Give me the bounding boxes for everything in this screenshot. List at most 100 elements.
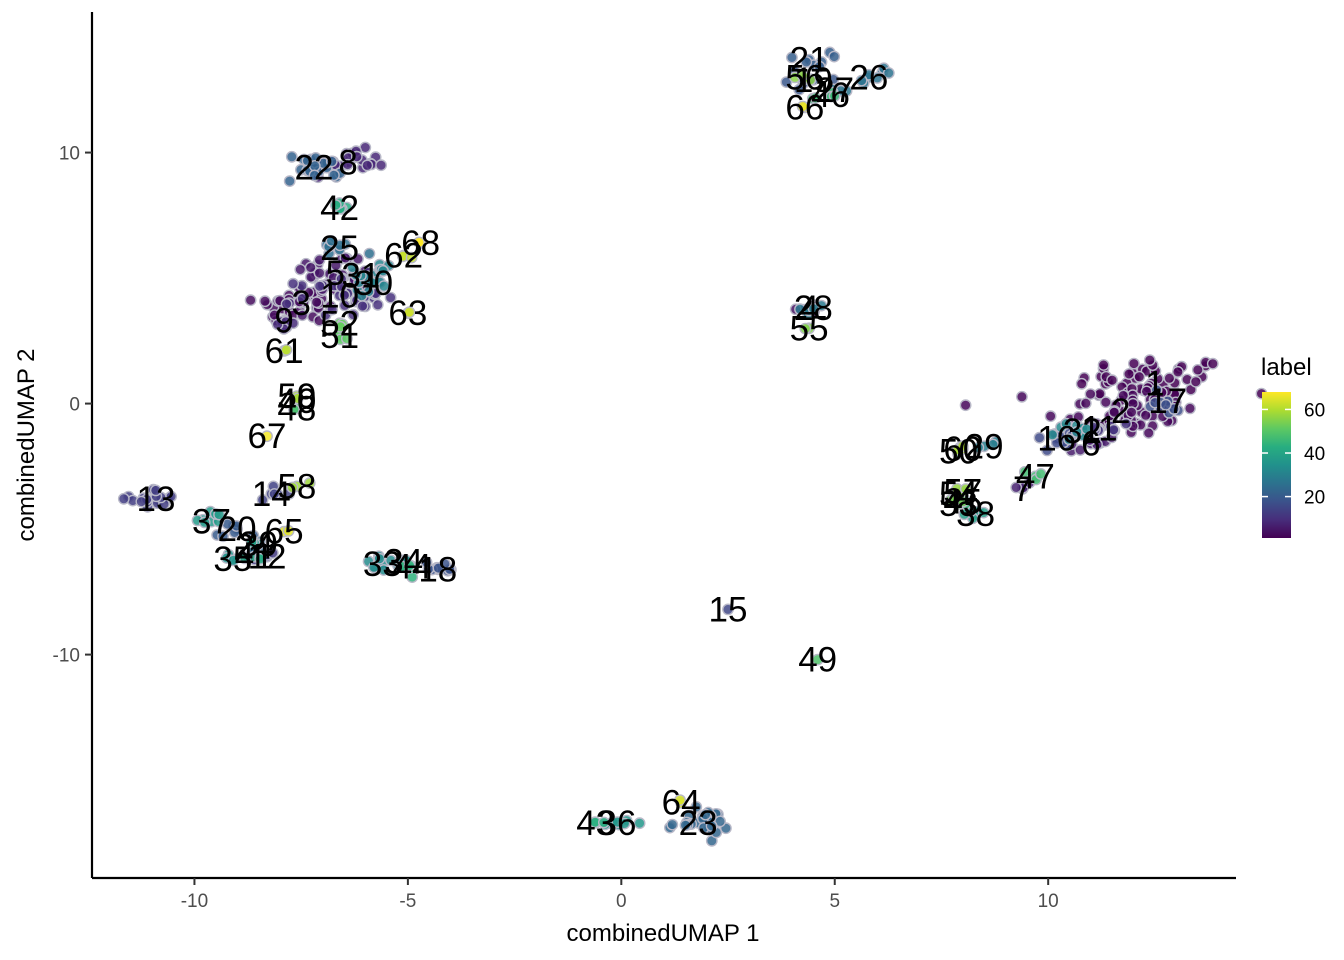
cluster-label-28: 28 [794, 289, 833, 328]
point [363, 247, 376, 260]
cluster-label-34: 34 [384, 543, 423, 582]
cluster-label-15: 15 [709, 590, 748, 629]
point [405, 251, 418, 264]
point [352, 252, 364, 265]
y-tick-label: 0 [69, 395, 80, 416]
point [378, 280, 390, 292]
cluster-label-4: 4 [799, 289, 818, 328]
cluster-label-64: 64 [662, 784, 701, 823]
point [699, 808, 712, 821]
y-tick-label: 10 [59, 144, 80, 165]
cluster-63-points [401, 306, 416, 320]
point [310, 296, 323, 309]
point [1018, 465, 1031, 478]
point [261, 430, 273, 443]
cluster-label-22: 22 [295, 149, 334, 188]
cluster-43-points [589, 816, 610, 829]
point [329, 199, 342, 212]
point [1075, 377, 1088, 390]
cluster-44-points [394, 559, 419, 583]
point [282, 525, 295, 537]
cluster-label-38: 38 [956, 495, 995, 534]
cluster-label-14: 14 [252, 475, 291, 514]
point [285, 150, 298, 163]
cluster-33-points [362, 550, 397, 576]
point [977, 506, 990, 519]
point [296, 292, 309, 305]
point [598, 816, 610, 829]
cluster-64-points [674, 794, 687, 809]
point [420, 556, 433, 569]
cluster-label-31: 31 [341, 257, 380, 296]
point [367, 561, 380, 574]
point [244, 294, 257, 307]
point [1142, 427, 1155, 439]
point [705, 820, 718, 832]
cluster-label-59: 59 [277, 377, 316, 416]
cluster-46-points [806, 86, 841, 105]
cluster-32-points [1046, 417, 1093, 446]
point [1143, 354, 1156, 366]
point [117, 492, 130, 505]
point [618, 817, 631, 830]
legend-title: label [1261, 354, 1312, 381]
point [807, 302, 820, 315]
point [365, 276, 378, 289]
cluster-label-63: 63 [388, 294, 427, 333]
point [149, 484, 162, 497]
cluster-60-points [952, 440, 969, 456]
cluster-label-44: 44 [393, 548, 432, 587]
point [855, 74, 868, 87]
point [1097, 359, 1110, 371]
point [796, 100, 809, 113]
point [361, 159, 374, 172]
point [254, 553, 267, 565]
point [347, 308, 360, 321]
cluster-label-25: 25 [320, 229, 359, 268]
cluster-label-7: 7 [1013, 470, 1032, 509]
point [303, 477, 316, 489]
point [288, 403, 300, 416]
cluster-label-41: 41 [235, 538, 274, 577]
point [956, 440, 969, 453]
point [1063, 433, 1076, 446]
point [1033, 431, 1046, 444]
point [1099, 396, 1112, 409]
point [1034, 467, 1047, 480]
cluster-label-9: 9 [274, 302, 293, 341]
point [339, 252, 352, 264]
point [722, 603, 734, 616]
point [799, 322, 812, 335]
x-tick-label: -5 [399, 891, 416, 912]
cluster-52-points [333, 317, 349, 333]
cluster-label-60: 60 [943, 430, 982, 469]
cluster-62-points [396, 249, 418, 264]
cluster-label-16: 16 [1037, 420, 1076, 459]
cluster-68-points [413, 236, 427, 249]
point [294, 263, 307, 276]
cluster-label-56: 56 [785, 58, 824, 97]
cluster-label-2: 2 [1111, 392, 1130, 431]
point [432, 562, 445, 574]
point [828, 50, 841, 63]
cluster-66-points [796, 100, 811, 114]
cluster-label-35: 35 [213, 540, 252, 579]
cluster-42-points [329, 197, 353, 215]
point [1128, 357, 1140, 370]
point [375, 159, 387, 172]
cluster-label-27: 27 [815, 71, 854, 110]
cluster-label-30: 30 [354, 264, 393, 303]
cluster-18-points [420, 556, 457, 577]
point [327, 169, 340, 182]
cluster-label-32: 32 [1063, 412, 1102, 451]
point [809, 92, 822, 104]
point [1016, 390, 1028, 403]
point [1123, 368, 1135, 380]
cluster-41-points [238, 550, 267, 565]
cluster-7-points [1010, 476, 1036, 495]
point [959, 483, 972, 495]
point [813, 60, 826, 73]
